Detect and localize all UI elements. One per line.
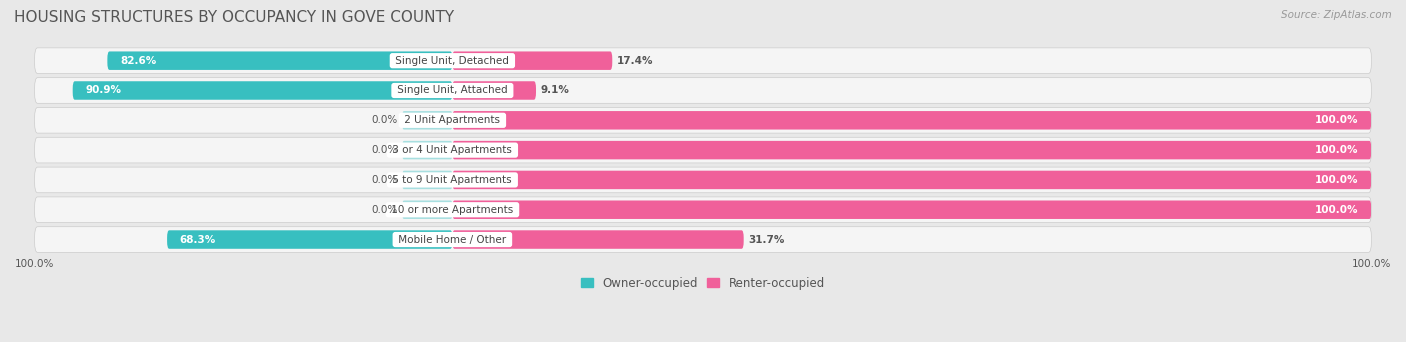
Text: 0.0%: 0.0% [371,175,398,185]
FancyBboxPatch shape [35,107,1371,133]
FancyBboxPatch shape [402,200,453,219]
Text: 68.3%: 68.3% [180,235,217,245]
Text: 0.0%: 0.0% [371,205,398,215]
Text: 100.0%: 100.0% [1315,205,1358,215]
Text: 5 to 9 Unit Apartments: 5 to 9 Unit Apartments [389,175,516,185]
Text: 17.4%: 17.4% [616,56,652,66]
Text: 3 or 4 Unit Apartments: 3 or 4 Unit Apartments [389,145,516,155]
FancyBboxPatch shape [453,200,1371,219]
FancyBboxPatch shape [107,51,453,70]
FancyBboxPatch shape [167,230,453,249]
Text: 82.6%: 82.6% [120,56,156,66]
Text: 100.0%: 100.0% [1315,145,1358,155]
Text: 9.1%: 9.1% [540,86,569,95]
Text: HOUSING STRUCTURES BY OCCUPANCY IN GOVE COUNTY: HOUSING STRUCTURES BY OCCUPANCY IN GOVE … [14,10,454,25]
Text: 10 or more Apartments: 10 or more Apartments [388,205,516,215]
FancyBboxPatch shape [35,197,1371,223]
Text: Single Unit, Attached: Single Unit, Attached [394,86,510,95]
FancyBboxPatch shape [402,141,453,159]
FancyBboxPatch shape [73,81,453,100]
FancyBboxPatch shape [453,51,612,70]
Text: 0.0%: 0.0% [371,115,398,125]
Text: 90.9%: 90.9% [86,86,121,95]
Text: 2 Unit Apartments: 2 Unit Apartments [401,115,503,125]
FancyBboxPatch shape [35,227,1371,252]
Text: 100.0%: 100.0% [1315,175,1358,185]
FancyBboxPatch shape [35,78,1371,103]
FancyBboxPatch shape [453,141,1371,159]
FancyBboxPatch shape [402,111,453,130]
Legend: Owner-occupied, Renter-occupied: Owner-occupied, Renter-occupied [576,272,830,294]
Text: 31.7%: 31.7% [748,235,785,245]
Text: 100.0%: 100.0% [1315,115,1358,125]
FancyBboxPatch shape [35,137,1371,163]
Text: 0.0%: 0.0% [371,145,398,155]
Text: Single Unit, Detached: Single Unit, Detached [392,56,512,66]
Text: Source: ZipAtlas.com: Source: ZipAtlas.com [1281,10,1392,20]
FancyBboxPatch shape [35,48,1371,74]
FancyBboxPatch shape [402,171,453,189]
FancyBboxPatch shape [35,167,1371,193]
Text: Mobile Home / Other: Mobile Home / Other [395,235,509,245]
FancyBboxPatch shape [453,230,744,249]
FancyBboxPatch shape [453,171,1371,189]
FancyBboxPatch shape [453,111,1371,130]
FancyBboxPatch shape [453,81,536,100]
